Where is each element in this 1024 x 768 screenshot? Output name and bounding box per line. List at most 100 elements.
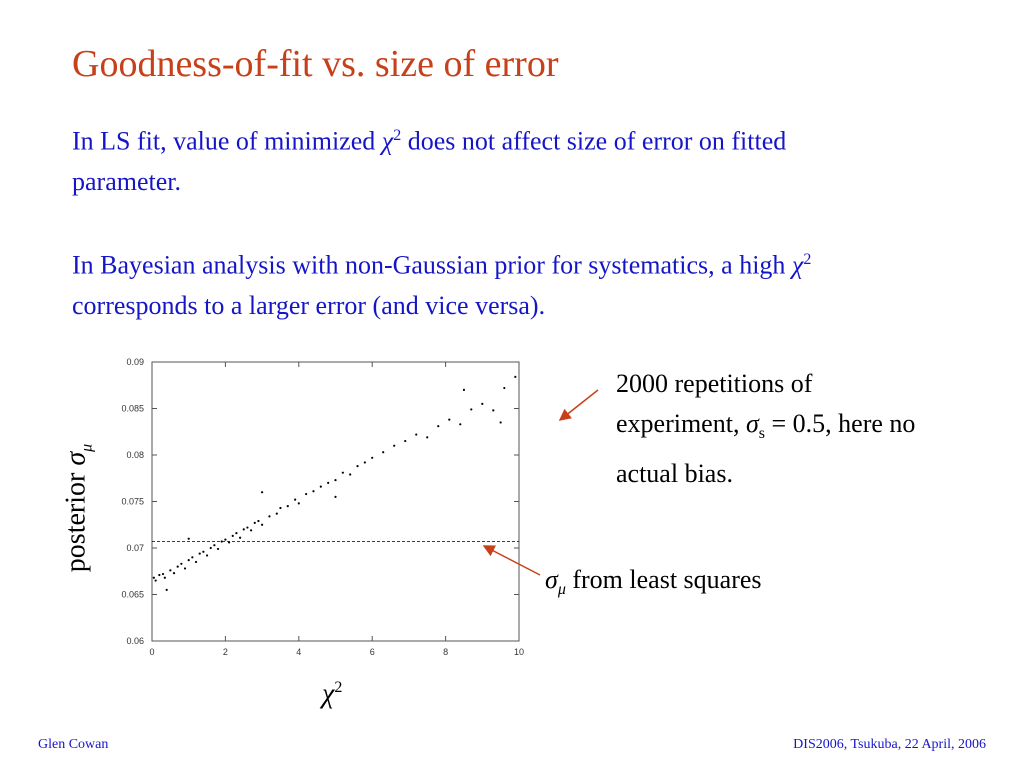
point	[261, 491, 264, 494]
point	[404, 439, 407, 443]
point	[334, 479, 337, 482]
point	[187, 537, 190, 540]
point	[393, 444, 396, 447]
point	[426, 436, 429, 439]
point	[415, 433, 418, 436]
point	[312, 490, 315, 493]
point	[297, 502, 300, 505]
point	[481, 402, 484, 405]
point	[257, 519, 260, 523]
x-tick-label: 4	[296, 647, 301, 657]
text: In Bayesian analysis with non-Gaussian p…	[72, 250, 792, 280]
point	[187, 558, 190, 562]
point	[499, 421, 502, 424]
point	[220, 540, 223, 543]
point	[363, 461, 366, 464]
point	[371, 456, 374, 459]
point	[161, 572, 165, 576]
symbol: χ	[381, 126, 394, 156]
point	[224, 538, 227, 541]
point	[294, 498, 297, 501]
symbol: χ	[791, 250, 804, 280]
point	[261, 523, 264, 526]
point	[231, 534, 234, 538]
point	[279, 506, 282, 510]
point	[180, 562, 183, 565]
point	[327, 481, 330, 484]
point	[191, 556, 194, 559]
x-axis-label: χ2	[322, 668, 342, 714]
point	[183, 567, 187, 570]
point	[154, 579, 157, 582]
point	[194, 560, 198, 564]
point	[268, 515, 271, 518]
point	[158, 573, 161, 577]
text: from least squares	[565, 565, 762, 594]
point	[169, 569, 172, 572]
point	[349, 473, 352, 476]
chart: 0 2 4 6 8 10 0.06 0.065 0.07 0.075 0.08 0.085 0.09	[121, 357, 524, 657]
text: = 0.5, here no actual bias.	[616, 409, 916, 489]
text: 2000 repetitions of experiment,	[616, 369, 813, 438]
point	[249, 529, 253, 532]
y-tick-label: 0.06	[126, 636, 144, 646]
point	[305, 492, 308, 496]
point	[448, 418, 451, 421]
point	[470, 408, 473, 411]
annotation: 2000 repetitions of experiment, σs = 0.5…	[616, 364, 916, 494]
point	[503, 386, 506, 390]
point	[253, 521, 256, 524]
point	[172, 572, 176, 575]
y-tick-label: 0.08	[126, 450, 144, 460]
x-tick-label: 2	[223, 647, 228, 657]
point	[275, 512, 278, 515]
point	[334, 495, 337, 498]
slide-title: Goodness-of-fit vs. size of error	[72, 43, 559, 85]
point	[286, 505, 289, 508]
superscript: 2	[803, 251, 812, 268]
point	[356, 465, 359, 468]
text: In LS fit, value of minimized	[72, 126, 382, 156]
point	[462, 388, 466, 391]
subscript: μ	[78, 444, 95, 452]
superscript: 2	[334, 679, 343, 696]
subscript: μ	[558, 581, 566, 598]
point	[205, 554, 209, 557]
point	[235, 532, 238, 535]
text: does not affect size of error on fitted …	[72, 126, 787, 196]
point	[437, 425, 440, 428]
x-tick-label: 0	[149, 647, 154, 657]
point	[163, 576, 166, 579]
y-tick-label: 0.085	[121, 404, 144, 414]
point	[152, 576, 155, 579]
point	[165, 588, 168, 591]
symbol: σ	[545, 565, 558, 594]
point	[319, 485, 322, 488]
y-tick-label: 0.09	[126, 357, 144, 367]
annotation: σμ from least squares	[545, 560, 762, 610]
point	[246, 526, 249, 529]
point	[216, 547, 220, 551]
paragraph: In Bayesian analysis with non-Gaussian p…	[72, 240, 927, 326]
point	[514, 375, 517, 378]
footer-event: DIS2006, Tsukuba, 22 April, 2006	[793, 737, 986, 752]
point	[492, 409, 495, 412]
symbol: σ	[60, 451, 92, 466]
point	[176, 565, 179, 568]
text: posterior	[60, 465, 92, 573]
superscript: 2	[393, 127, 402, 144]
point	[242, 528, 245, 531]
point	[238, 536, 242, 539]
subscript: s	[758, 425, 766, 443]
x-tick-label: 8	[443, 647, 448, 657]
point	[198, 552, 201, 555]
text: corresponds to a larger error (and vice …	[72, 290, 546, 320]
x-tick-label: 10	[514, 647, 524, 657]
y-tick-label: 0.065	[121, 590, 144, 600]
arrow	[558, 389, 599, 421]
symbol: σ	[745, 409, 759, 438]
y-tick-label: 0.075	[121, 497, 144, 507]
x-tick-label: 6	[370, 647, 375, 657]
plot-frame	[151, 361, 520, 642]
